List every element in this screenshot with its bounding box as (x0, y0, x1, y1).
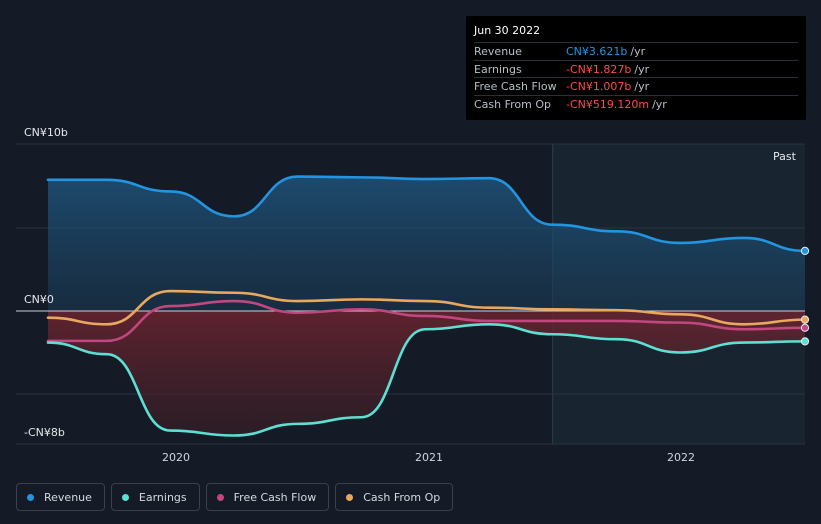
tooltip-value: -CN¥519.120m (566, 97, 650, 111)
legend-item-earnings[interactable]: Earnings (110, 483, 200, 511)
y-tick-label-bottom: -CN¥8b (24, 426, 65, 439)
tooltip-unit: /yr (630, 45, 646, 58)
tooltip-unit: /yr (634, 80, 650, 93)
free-cash-flow-line (46, 299, 807, 343)
past-region-label: Past (773, 150, 796, 163)
revenue-end-point (800, 246, 810, 256)
earnings-line (46, 322, 807, 437)
tooltip-row-cash-from-op: Cash From Op -CN¥519.120m /yr (474, 94, 798, 113)
tooltip-value: CN¥3.621b (566, 45, 628, 58)
earnings-end-point (800, 337, 810, 346)
free-cash-flow-end-point (800, 323, 810, 332)
legend-dot-icon (216, 493, 224, 501)
chart-legend: Revenue Earnings Free Cash Flow Cash Fro… (16, 483, 454, 511)
legend-dot-icon (121, 493, 129, 501)
y-tick-label-top: CN¥10b (24, 126, 68, 139)
tooltip-row-earnings: Earnings -CN¥1.827b /yr (474, 59, 798, 78)
legend-label: Free Cash Flow (233, 490, 317, 504)
revenue-line (46, 175, 807, 253)
legend-item-cash-from-op[interactable]: Cash From Op (335, 483, 454, 511)
tooltip-label: Earnings (474, 62, 522, 76)
legend-item-revenue[interactable]: Revenue (16, 483, 105, 511)
x-tick-label-2021: 2021 (415, 451, 443, 464)
tooltip-row-free-cash-flow: Free Cash Flow -CN¥1.007b /yr (474, 77, 798, 95)
tooltip-row-revenue: Revenue CN¥3.621b /yr (474, 42, 798, 60)
tooltip-label: Cash From Op (474, 97, 552, 111)
legend-label: Cash From Op (363, 490, 441, 504)
legend-dot-icon (27, 493, 34, 501)
x-tick-label-2022: 2022 (667, 451, 695, 464)
tooltip-label: Free Cash Flow (474, 80, 557, 93)
data-tooltip: Jun 30 2022 Revenue CN¥3.621b /yr Earnin… (466, 16, 806, 120)
legend-label: Revenue (44, 490, 92, 504)
cash-from-op-end-point (800, 315, 810, 324)
tooltip-label: Revenue (474, 45, 522, 58)
tooltip-value: -CN¥1.827b (566, 62, 632, 76)
legend-item-free-cash-flow[interactable]: Free Cash Flow (205, 483, 330, 511)
tooltip-unit: /yr (634, 62, 650, 76)
legend-label: Earnings (138, 490, 187, 504)
legend-dot-icon (346, 493, 354, 501)
tooltip-unit: /yr (652, 97, 667, 111)
cash-from-op-line (46, 289, 807, 326)
tooltip-date: Jun 30 2022 (474, 24, 541, 37)
tooltip-value: -CN¥1.007b (566, 80, 632, 93)
y-tick-label-zero: CN¥0 (24, 293, 54, 306)
revenue-area (48, 176, 805, 311)
x-tick-label-2020: 2020 (162, 451, 190, 464)
earnings-area (48, 311, 805, 436)
